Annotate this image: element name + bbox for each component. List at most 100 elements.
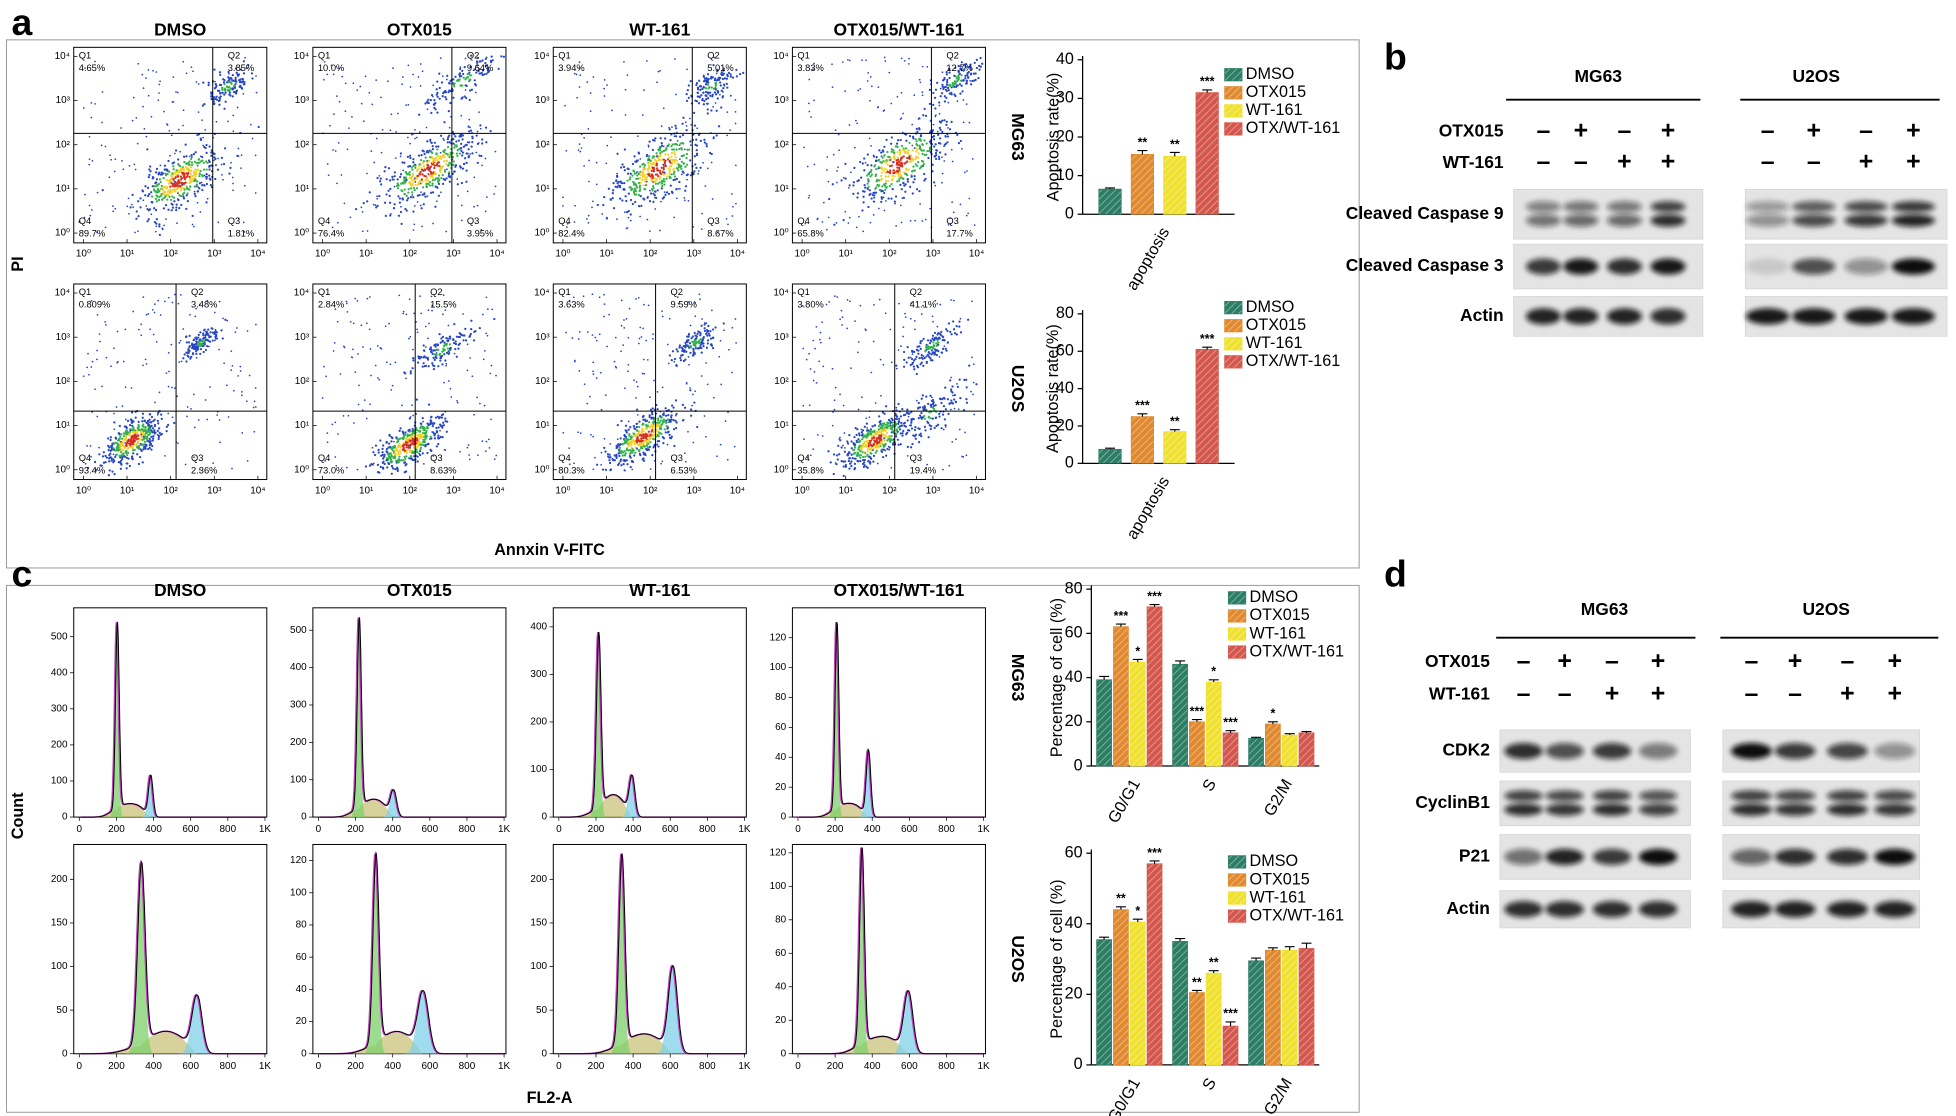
event-dot xyxy=(231,468,233,470)
event-dot xyxy=(394,452,396,454)
event-dot xyxy=(901,58,903,60)
event-dot xyxy=(185,336,187,338)
event-dot xyxy=(877,106,879,108)
event-dot xyxy=(470,129,472,131)
event-dot xyxy=(712,198,714,200)
event-dot xyxy=(115,437,117,439)
event-dot xyxy=(686,125,688,127)
event-dot xyxy=(708,78,710,80)
event-dot xyxy=(610,468,612,470)
event-dot xyxy=(163,177,165,179)
event-dot xyxy=(430,351,432,353)
event-dot xyxy=(588,222,590,224)
event-dot xyxy=(462,339,464,341)
event-dot xyxy=(822,221,824,223)
event-dot xyxy=(714,91,716,93)
event-dot xyxy=(707,112,709,114)
event-dot xyxy=(138,421,140,423)
event-dot xyxy=(92,361,94,363)
event-dot xyxy=(138,329,140,331)
event-dot xyxy=(122,444,124,446)
event-dot xyxy=(471,375,473,377)
event-dot xyxy=(677,169,679,171)
event-dot xyxy=(418,76,420,78)
event-dot xyxy=(197,164,199,166)
x-tick-label: 10¹ xyxy=(839,249,854,260)
event-dot xyxy=(914,220,916,222)
event-dot xyxy=(158,223,160,225)
event-dot xyxy=(924,178,926,180)
event-dot xyxy=(146,363,148,365)
event-dot xyxy=(923,149,925,151)
event-dot xyxy=(967,212,969,214)
event-dot xyxy=(150,449,152,451)
event-dot xyxy=(194,195,196,197)
event-dot xyxy=(639,158,641,160)
event-dot xyxy=(694,144,696,146)
event-dot xyxy=(327,441,329,443)
event-dot xyxy=(120,463,122,465)
event-dot xyxy=(124,442,126,444)
event-dot xyxy=(712,337,714,339)
event-dot xyxy=(432,191,434,193)
event-dot xyxy=(414,177,416,179)
event-dot xyxy=(491,365,493,367)
event-dot xyxy=(243,93,245,95)
event-dot xyxy=(486,196,488,198)
event-dot xyxy=(376,198,378,200)
y-tick-label: 10⁰ xyxy=(774,228,789,239)
event-dot xyxy=(948,89,950,91)
quadrant-value: 17.7% xyxy=(946,229,972,239)
event-dot xyxy=(462,168,464,170)
event-dot xyxy=(883,110,885,112)
event-dot xyxy=(443,121,445,123)
event-dot xyxy=(199,338,201,340)
event-dot xyxy=(159,391,161,393)
event-dot xyxy=(207,198,209,200)
event-dot xyxy=(394,361,396,363)
event-dot xyxy=(837,166,839,168)
event-dot xyxy=(808,79,810,81)
event-dot xyxy=(414,167,416,169)
event-dot xyxy=(206,173,208,175)
event-dot xyxy=(471,137,473,139)
event-dot xyxy=(135,416,137,418)
event-dot xyxy=(171,191,173,193)
event-dot xyxy=(428,102,430,104)
event-dot xyxy=(703,103,705,105)
event-dot xyxy=(903,155,905,157)
event-dot xyxy=(223,163,225,165)
event-dot xyxy=(432,176,434,178)
event-dot xyxy=(195,336,197,338)
event-dot xyxy=(715,102,717,104)
event-dot xyxy=(666,428,668,430)
event-dot xyxy=(640,438,642,440)
event-dot xyxy=(421,194,423,196)
event-dot xyxy=(895,172,897,174)
event-dot xyxy=(588,181,590,183)
event-dot xyxy=(643,184,645,186)
event-dot xyxy=(405,378,407,380)
event-dot xyxy=(416,328,418,330)
event-dot xyxy=(420,159,422,161)
event-dot xyxy=(481,142,483,144)
event-dot xyxy=(322,397,324,399)
event-dot xyxy=(668,143,670,145)
event-dot xyxy=(442,174,444,176)
event-dot xyxy=(716,110,718,112)
event-dot xyxy=(880,152,882,154)
event-dot xyxy=(464,328,466,330)
event-dot xyxy=(838,134,840,136)
event-dot xyxy=(625,195,627,197)
event-dot xyxy=(641,164,643,166)
event-dot xyxy=(132,311,134,313)
event-dot xyxy=(459,336,461,338)
event-dot xyxy=(656,162,658,164)
event-dot xyxy=(639,184,641,186)
event-dot xyxy=(904,191,906,193)
event-dot xyxy=(142,423,144,425)
event-dot xyxy=(433,103,435,105)
event-dot xyxy=(101,145,103,147)
event-dot xyxy=(432,425,434,427)
event-dot xyxy=(437,145,439,147)
